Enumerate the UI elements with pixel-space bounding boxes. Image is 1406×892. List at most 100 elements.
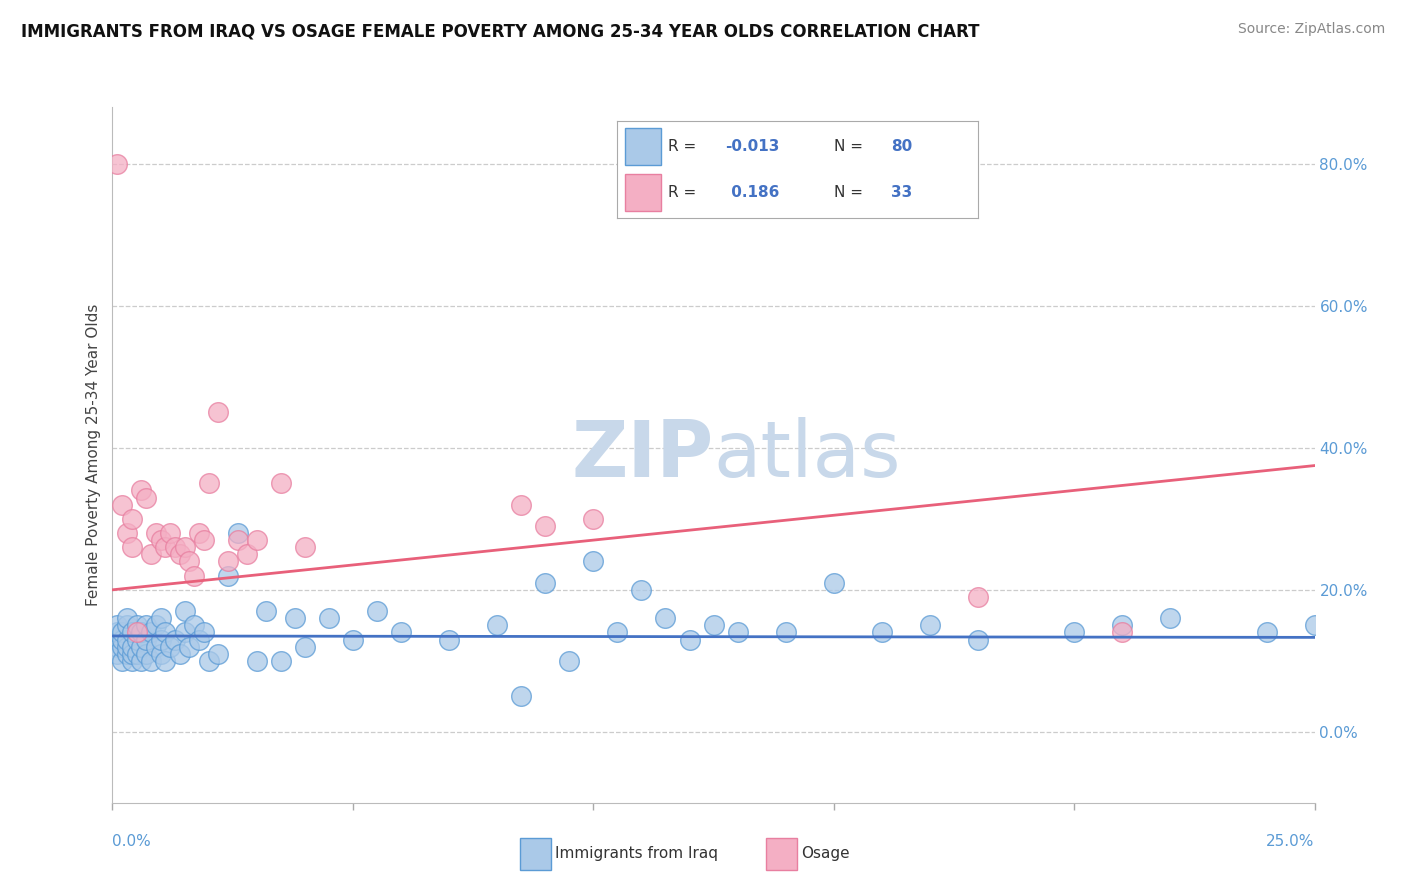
Point bbox=[135, 618, 157, 632]
Point bbox=[197, 654, 219, 668]
Point bbox=[111, 625, 134, 640]
Point bbox=[236, 547, 259, 561]
Point bbox=[115, 640, 138, 654]
Point bbox=[135, 491, 157, 505]
Point bbox=[342, 632, 364, 647]
Point bbox=[139, 625, 162, 640]
Point bbox=[582, 512, 605, 526]
Point bbox=[131, 640, 153, 654]
Point bbox=[139, 654, 162, 668]
Point bbox=[582, 554, 605, 568]
Point bbox=[918, 618, 941, 632]
Point bbox=[193, 533, 215, 548]
Point bbox=[207, 647, 229, 661]
Point bbox=[1256, 625, 1278, 640]
Point bbox=[678, 632, 700, 647]
Point bbox=[169, 547, 191, 561]
Point bbox=[121, 654, 143, 668]
Text: Immigrants from Iraq: Immigrants from Iraq bbox=[555, 847, 718, 861]
Point bbox=[1159, 611, 1181, 625]
Point bbox=[149, 611, 172, 625]
Point bbox=[246, 654, 269, 668]
Point bbox=[105, 632, 128, 647]
Point bbox=[558, 654, 581, 668]
Point bbox=[115, 647, 138, 661]
Point bbox=[105, 647, 128, 661]
Text: 25.0%: 25.0% bbox=[1267, 834, 1315, 849]
Point bbox=[606, 625, 628, 640]
Point bbox=[111, 654, 134, 668]
Point bbox=[145, 526, 167, 541]
Point bbox=[823, 575, 845, 590]
Point bbox=[510, 498, 533, 512]
Point bbox=[131, 625, 153, 640]
Text: Osage: Osage bbox=[801, 847, 851, 861]
Point bbox=[1063, 625, 1085, 640]
Point bbox=[163, 632, 186, 647]
Point bbox=[163, 540, 186, 554]
Point bbox=[169, 647, 191, 661]
Point bbox=[534, 575, 557, 590]
Point bbox=[159, 526, 181, 541]
Point bbox=[125, 618, 148, 632]
Point bbox=[149, 647, 172, 661]
Point bbox=[193, 625, 215, 640]
Point bbox=[115, 526, 138, 541]
Point bbox=[486, 618, 509, 632]
Point bbox=[111, 640, 134, 654]
Point bbox=[207, 405, 229, 419]
Point bbox=[217, 568, 239, 582]
Text: ZIP: ZIP bbox=[571, 417, 713, 493]
Point bbox=[121, 512, 143, 526]
Point bbox=[125, 632, 148, 647]
Point bbox=[727, 625, 749, 640]
Point bbox=[155, 654, 177, 668]
Point bbox=[775, 625, 797, 640]
Text: IMMIGRANTS FROM IRAQ VS OSAGE FEMALE POVERTY AMONG 25-34 YEAR OLDS CORRELATION C: IMMIGRANTS FROM IRAQ VS OSAGE FEMALE POV… bbox=[21, 22, 980, 40]
Point bbox=[183, 618, 205, 632]
Point bbox=[318, 611, 340, 625]
Point bbox=[702, 618, 725, 632]
Point bbox=[105, 618, 128, 632]
Point bbox=[294, 540, 316, 554]
Point bbox=[131, 483, 153, 498]
Point bbox=[188, 632, 211, 647]
Point bbox=[125, 625, 148, 640]
Point bbox=[121, 640, 143, 654]
Point bbox=[1303, 618, 1326, 632]
Point bbox=[125, 647, 148, 661]
Point bbox=[121, 647, 143, 661]
Point bbox=[105, 640, 128, 654]
Text: Source: ZipAtlas.com: Source: ZipAtlas.com bbox=[1237, 22, 1385, 37]
Point bbox=[967, 632, 990, 647]
Point bbox=[510, 690, 533, 704]
Point bbox=[366, 604, 388, 618]
Point bbox=[149, 632, 172, 647]
Point bbox=[294, 640, 316, 654]
Point bbox=[1111, 625, 1133, 640]
Point bbox=[173, 540, 195, 554]
Point bbox=[1111, 618, 1133, 632]
Text: atlas: atlas bbox=[713, 417, 901, 493]
Point bbox=[226, 533, 249, 548]
Point bbox=[139, 547, 162, 561]
Point bbox=[173, 625, 195, 640]
Point bbox=[159, 640, 181, 654]
Point bbox=[179, 640, 201, 654]
Point bbox=[389, 625, 412, 640]
Point bbox=[179, 554, 201, 568]
Point bbox=[173, 604, 195, 618]
Point bbox=[121, 625, 143, 640]
Point bbox=[105, 157, 128, 171]
Point bbox=[437, 632, 460, 647]
Point bbox=[967, 590, 990, 604]
Y-axis label: Female Poverty Among 25-34 Year Olds: Female Poverty Among 25-34 Year Olds bbox=[86, 304, 101, 606]
Text: 0.0%: 0.0% bbox=[112, 834, 152, 849]
Point bbox=[217, 554, 239, 568]
Point bbox=[135, 632, 157, 647]
Point bbox=[115, 618, 138, 632]
Point bbox=[270, 476, 292, 491]
Point bbox=[155, 540, 177, 554]
Point bbox=[135, 647, 157, 661]
Point bbox=[630, 582, 652, 597]
